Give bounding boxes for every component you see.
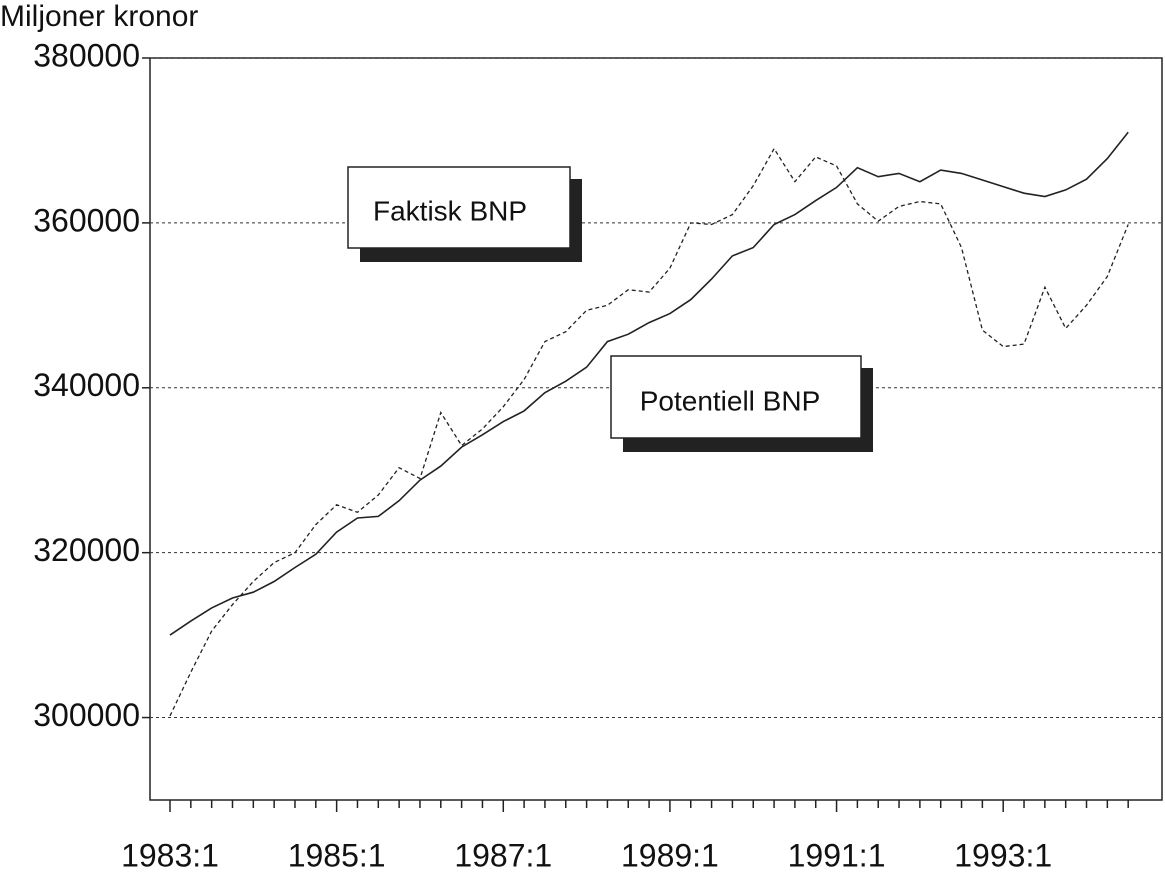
x-tick-label: 1987:1 <box>454 837 552 873</box>
x-tick-label: 1983:1 <box>121 837 219 873</box>
x-tick-label: 1993:1 <box>954 837 1052 873</box>
y-tick-label: 360000 <box>33 202 140 238</box>
box <box>347 166 571 249</box>
x-tick-label: 1989:1 <box>621 837 719 873</box>
legend-box: Potentiell BNP <box>610 355 873 452</box>
y-tick-label: 380000 <box>33 37 140 73</box>
y-tick-label: 320000 <box>33 532 140 568</box>
y-tick-label: 340000 <box>33 367 140 403</box>
legend-label: Potentiell BNP <box>640 385 821 416</box>
y-axis-label: Miljoner kronor <box>0 0 198 33</box>
x-tick-label: 1985:1 <box>288 837 386 873</box>
legend-box: Faktisk BNP <box>347 166 582 262</box>
legend-label: Faktisk BNP <box>373 195 527 226</box>
box <box>610 355 862 439</box>
x-tick-label: 1991:1 <box>788 837 886 873</box>
y-tick-label: 300000 <box>33 697 140 733</box>
data-line <box>169 147 1129 717</box>
data-line <box>169 131 1129 636</box>
